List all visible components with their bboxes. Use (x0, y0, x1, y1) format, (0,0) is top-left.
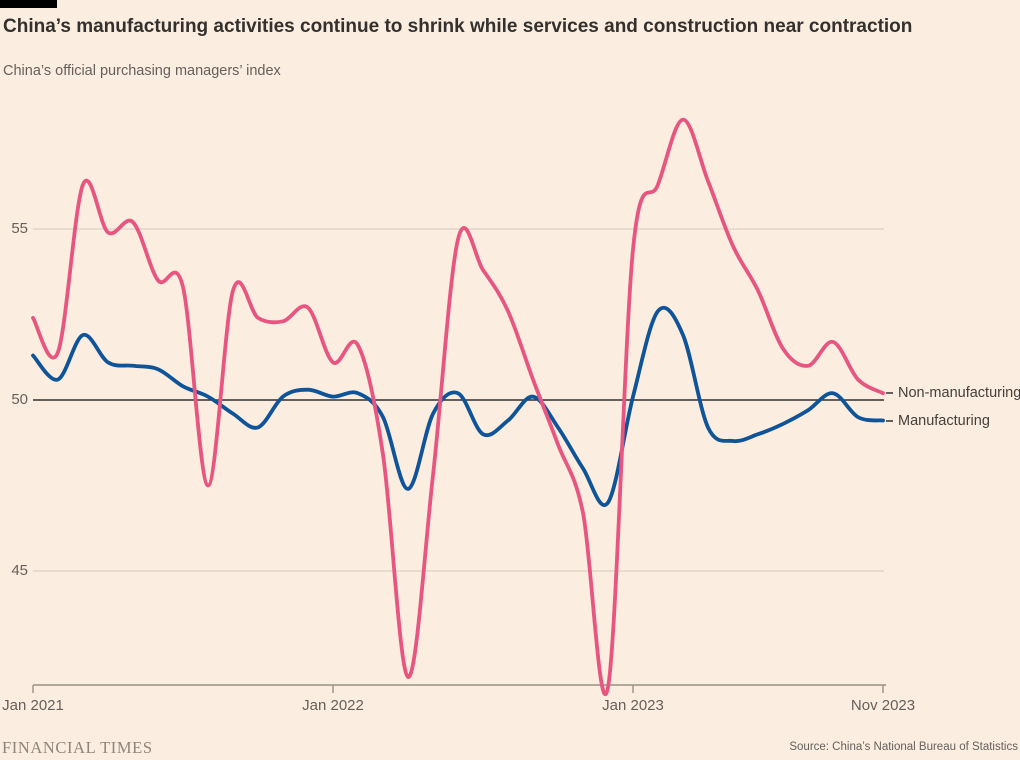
y-axis-label: 50 (11, 391, 28, 408)
chart-subtitle: China’s official purchasing managers’ in… (3, 63, 281, 79)
legend-manufacturing: Manufacturing (886, 411, 990, 431)
manufacturing-line (31, 305, 885, 507)
legend-dash-icon (886, 392, 893, 395)
non-manufacturing-line (31, 117, 885, 697)
source-note: Source: China’s National Bureau of Stati… (789, 741, 1018, 753)
ft-logo: FINANCIAL TIMES (2, 738, 153, 757)
y-axis-label: 55 (11, 220, 28, 237)
legend-non-manufacturing: Non-manufacturing (886, 383, 1020, 403)
legend-label: Non-manufacturing (898, 385, 1020, 402)
y-axis-label: 45 (11, 562, 28, 579)
x-axis-label: Jan 2022 (302, 697, 364, 714)
legend-dash-icon (886, 419, 893, 422)
legend-label: Manufacturing (898, 412, 990, 429)
x-axis-label: Nov 2023 (850, 697, 916, 714)
x-axis-label: Jan 2023 (602, 697, 664, 714)
ft-top-bar (0, 0, 57, 8)
page-title: China’s manufacturing activities continu… (3, 16, 913, 37)
x-axis-label: Jan 2021 (2, 697, 64, 714)
